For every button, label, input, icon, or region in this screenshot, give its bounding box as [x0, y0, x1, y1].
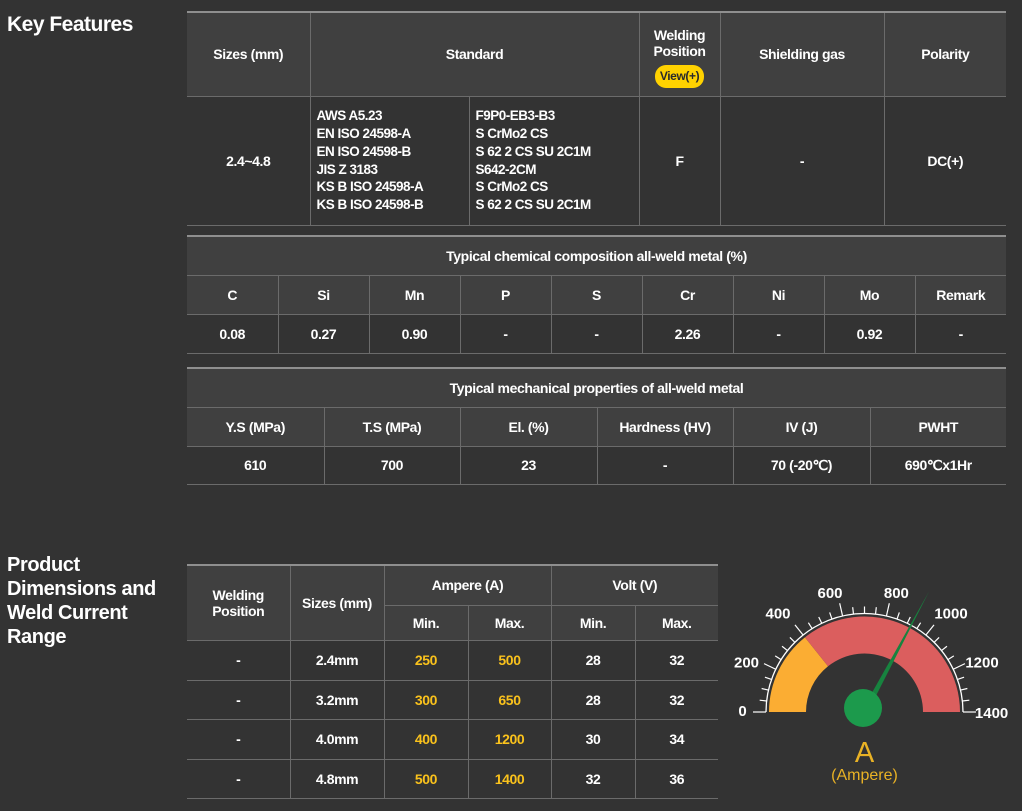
svg-text:200: 200	[734, 655, 759, 672]
svg-text:600: 600	[817, 585, 842, 602]
svg-text:(Ampere): (Ampere)	[831, 767, 898, 784]
svg-text:1400: 1400	[975, 705, 1008, 722]
svg-text:1000: 1000	[934, 606, 967, 623]
svg-text:0: 0	[738, 703, 746, 720]
svg-text:1200: 1200	[965, 655, 998, 672]
svg-text:400: 400	[765, 606, 790, 623]
svg-text:A: A	[855, 737, 875, 769]
svg-text:800: 800	[884, 585, 909, 602]
